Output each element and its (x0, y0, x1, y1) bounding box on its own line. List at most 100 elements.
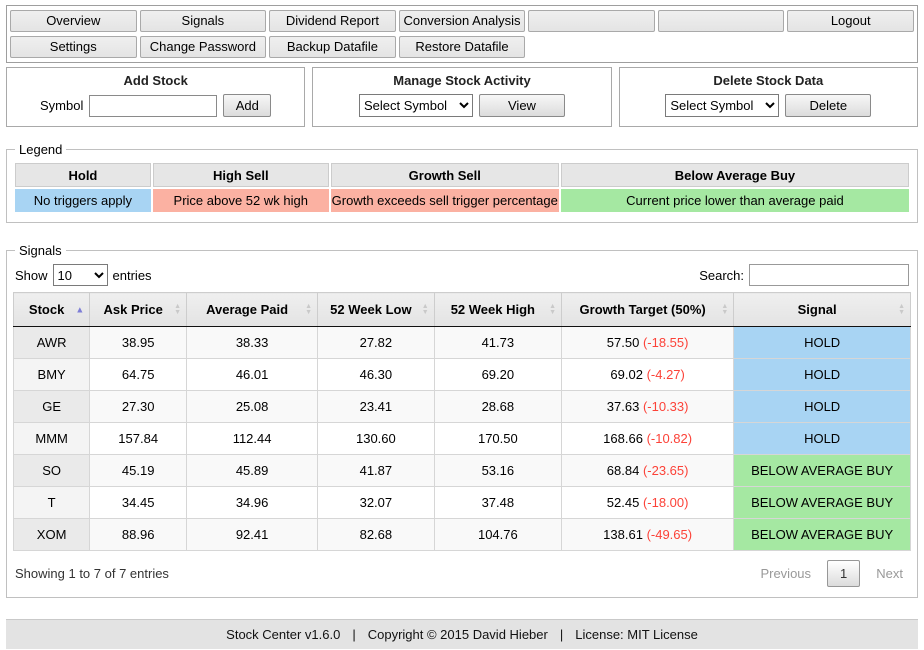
signals-fieldset-title: Signals (19, 243, 62, 258)
stock-cell: AWR (12, 326, 91, 359)
symbol-input[interactable] (89, 94, 218, 117)
column-header-ask-price[interactable]: Ask Price ▲ ▼ (89, 292, 188, 327)
nav-settings-button[interactable]: Settings (10, 36, 137, 58)
delete-button[interactable]: Delete (785, 94, 872, 117)
nav-dividend-report-button[interactable]: Dividend Report (269, 10, 396, 32)
nav-empty-cell (657, 10, 785, 32)
column-header-stock[interactable]: Stock ▲ (12, 292, 91, 327)
sort-icons: ▲ ▼ (174, 302, 182, 316)
legend-desc-hold: No triggers apply (15, 189, 151, 212)
week-high-cell: 170.50 (433, 422, 563, 455)
header-row: Stock ▲ Ask Price ▲ ▼ Average Paid ▲ ▼ 52 Wee… (12, 292, 911, 327)
delete-symbol-select[interactable]: Select Symbol (665, 94, 780, 117)
week-low-cell: 46.30 (317, 358, 435, 391)
growth-delta: (-10.33) (642, 399, 689, 414)
search-input[interactable] (749, 264, 909, 286)
week-low-cell: 130.60 (317, 422, 435, 455)
growth-target-cell: 37.63 (-10.33) (561, 390, 735, 423)
growth-value: 69.02 (610, 367, 643, 382)
current-page-button[interactable]: 1 (827, 560, 861, 587)
table-row: BMY 64.75 46.01 46.30 69.20 69.02 (-4.27… (12, 358, 911, 391)
legend-desc-growth-sell: Growth exceeds sell trigger percentage (330, 189, 559, 212)
legend-header-hold: Hold (15, 163, 151, 187)
growth-delta: (-4.27) (646, 367, 685, 382)
column-header-signal[interactable]: Signal ▲ ▼ (733, 292, 911, 327)
legend-desc-below-average-buy: Current price lower than average paid (560, 189, 909, 212)
add-button[interactable]: Add (223, 94, 272, 117)
signal-cell: HOLD (733, 358, 911, 391)
sort-icons: ▲ ▼ (421, 302, 429, 316)
nav-blank-cell (787, 36, 914, 58)
manage-symbol-select[interactable]: Select Symbol (358, 94, 473, 117)
week-low-cell: 27.82 (317, 326, 435, 359)
page-size-select[interactable]: 10 (52, 264, 108, 286)
nav-conversion-analysis-button[interactable]: Conversion Analysis (398, 10, 526, 32)
delete-stock-data-panel: Delete Stock Data Select Symbol Delete (618, 67, 918, 127)
signal-cell: BELOW AVERAGE BUY (733, 486, 911, 519)
column-header-52-week-high[interactable]: 52 Week High ▲ ▼ (433, 292, 563, 327)
manage-stock-activity-panel: Manage Stock Activity Select Symbol View (312, 67, 612, 127)
growth-value: 37.63 (606, 399, 640, 414)
table-row: AWR 38.95 38.33 27.82 41.73 57.50 (-18.5… (12, 326, 911, 359)
growth-value: 138.61 (603, 527, 643, 542)
nav-logout-button[interactable]: Logout (787, 10, 914, 32)
nav-restore-datafile-button[interactable]: Restore Datafile (398, 36, 526, 58)
week-high-cell: 28.68 (433, 390, 563, 423)
average-paid-cell: 38.33 (186, 326, 319, 359)
average-paid-cell: 45.89 (186, 454, 319, 487)
signal-cell: HOLD (733, 390, 911, 423)
sort-asc-icon: ▲ (75, 304, 85, 314)
stock-cell: GE (12, 390, 91, 423)
signals-fieldset: Signals Show 10 entries Search: Stoc (6, 243, 918, 598)
signals-table: Stock ▲ Ask Price ▲ ▼ Average Paid ▲ ▼ 52 Wee… (12, 292, 911, 551)
nav-empty-cell (528, 10, 655, 32)
table-row: MMM 157.84 112.44 130.60 170.50 168.66 (… (12, 422, 911, 455)
legend-header-growth-sell: Growth Sell (330, 163, 559, 187)
nav-backup-datafile-button[interactable]: Backup Datafile (269, 36, 396, 58)
table-controls: Show 10 entries Search: (15, 264, 909, 286)
growth-target-cell: 168.66 (-10.82) (561, 422, 735, 455)
next-page-button[interactable]: Next (876, 566, 903, 581)
ask-price-cell: 34.45 (89, 486, 188, 519)
legend-header-high-sell: High Sell (152, 163, 329, 187)
column-header-growth-target[interactable]: Growth Target (50%) ▲ ▼ (561, 292, 735, 327)
signal-cell: BELOW AVERAGE BUY (733, 454, 911, 487)
column-header-52-week-low[interactable]: 52 Week Low ▲ ▼ (317, 292, 435, 327)
growth-value: 168.66 (603, 431, 643, 446)
stock-cell: SO (12, 454, 91, 487)
growth-value: 57.50 (606, 335, 640, 350)
pagination: Previous 1 Next (754, 560, 909, 587)
signal-cell: BELOW AVERAGE BUY (733, 518, 911, 551)
app-footer: Stock Center v1.6.0 | Copyright © 2015 Dav… (6, 619, 918, 649)
nav-overview-button[interactable]: Overview (10, 10, 137, 32)
week-low-cell: 41.87 (317, 454, 435, 487)
license-text: License: MIT License (575, 627, 698, 642)
signal-cell: HOLD (733, 422, 911, 455)
nav-blank-cell (528, 36, 655, 58)
page: Overview Signals Dividend Report Convers… (6, 5, 918, 598)
sort-icons: ▲ ▼ (549, 302, 557, 316)
week-high-cell: 104.76 (433, 518, 563, 551)
nav-signals-button[interactable]: Signals (139, 10, 267, 32)
stock-cell: BMY (12, 358, 91, 391)
symbol-label: Symbol (39, 98, 84, 113)
nav-change-password-button[interactable]: Change Password (139, 36, 267, 58)
growth-delta: (-49.65) (646, 527, 693, 542)
week-high-cell: 41.73 (433, 326, 563, 359)
table-row: XOM 88.96 92.41 82.68 104.76 138.61 (-49… (12, 518, 911, 551)
table-row: T 34.45 34.96 32.07 37.48 52.45 (-18.00)… (12, 486, 911, 519)
column-header-average-paid[interactable]: Average Paid ▲ ▼ (186, 292, 319, 327)
entries-label: entries (112, 267, 152, 283)
nav-blank-cell (658, 36, 785, 58)
delete-stock-data-title: Delete Stock Data (713, 73, 824, 88)
growth-target-cell: 69.02 (-4.27) (561, 358, 735, 391)
previous-page-button[interactable]: Previous (760, 566, 812, 581)
legend-table: Hold High Sell Growth Sell Below Average… (13, 161, 911, 214)
stock-cell: MMM (12, 422, 91, 455)
growth-target-cell: 68.84 (-23.65) (561, 454, 735, 487)
view-button[interactable]: View (478, 94, 565, 117)
average-paid-cell: 46.01 (186, 358, 319, 391)
growth-target-cell: 57.50 (-18.55) (561, 326, 735, 359)
growth-target-cell: 52.45 (-18.00) (561, 486, 735, 519)
top-navigation: Overview Signals Dividend Report Convers… (6, 5, 918, 63)
